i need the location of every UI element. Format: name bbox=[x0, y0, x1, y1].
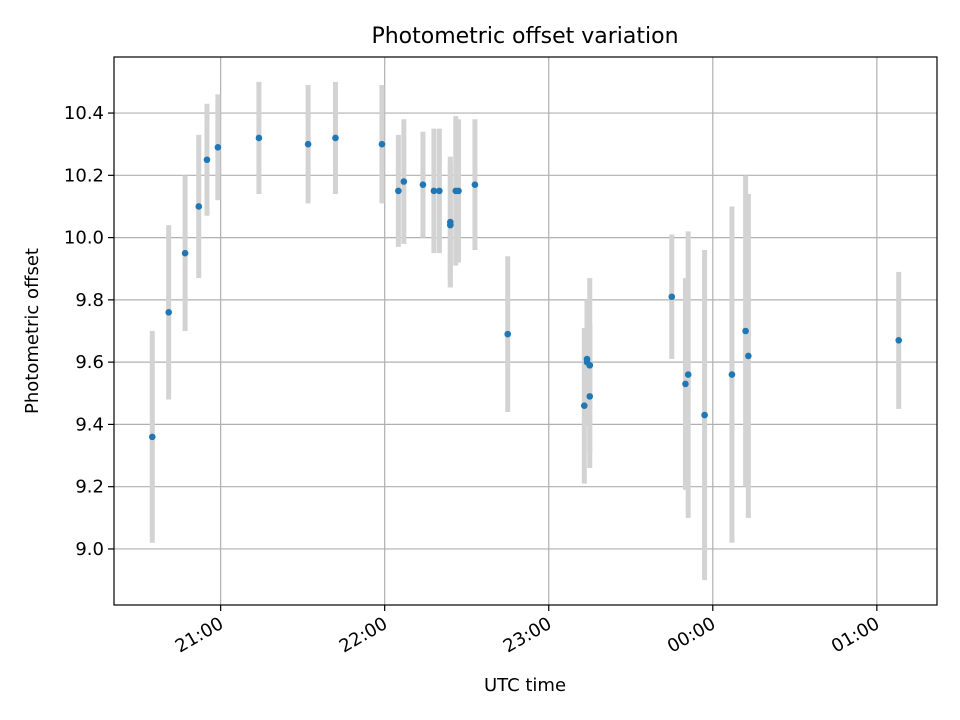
data-point bbox=[684, 371, 692, 378]
y-tick-label: 9.6 bbox=[75, 352, 104, 373]
data-point bbox=[745, 352, 752, 360]
x-axis-label: UTC time bbox=[484, 675, 566, 696]
y-tick-label: 9.8 bbox=[75, 290, 104, 311]
data-point bbox=[895, 337, 903, 344]
data-point bbox=[580, 402, 588, 410]
grid bbox=[114, 57, 937, 605]
data-point bbox=[400, 178, 408, 185]
plot-frame bbox=[113, 56, 938, 606]
y-tick-label: 10.0 bbox=[64, 228, 104, 249]
data-point bbox=[742, 327, 749, 335]
data-point bbox=[195, 203, 203, 210]
data-point bbox=[586, 393, 594, 400]
data-point bbox=[471, 181, 479, 188]
data-point bbox=[586, 361, 594, 369]
data-point bbox=[436, 187, 443, 195]
y-tick-label: 9.2 bbox=[75, 477, 104, 498]
y-tick-label: 10.2 bbox=[64, 165, 104, 186]
data-point bbox=[165, 309, 172, 316]
data-point bbox=[332, 134, 339, 142]
y-tick-label: 10.4 bbox=[64, 103, 104, 124]
y-axis-ticks: 9.0 9.2 9.4 9.6 9.8 10.0 10.2 10.4 bbox=[64, 103, 114, 560]
data-point bbox=[728, 371, 736, 378]
data-point bbox=[181, 249, 189, 257]
data-points bbox=[148, 134, 903, 441]
data-point bbox=[148, 433, 156, 441]
data-point bbox=[668, 293, 676, 301]
chart-title: Photometric offset variation bbox=[371, 24, 678, 49]
data-point bbox=[214, 143, 222, 151]
data-point bbox=[504, 330, 512, 338]
data-point bbox=[378, 140, 386, 148]
y-axis-label: Photometric offset bbox=[22, 248, 43, 414]
data-point bbox=[304, 140, 312, 148]
data-point bbox=[395, 187, 402, 195]
data-point bbox=[447, 218, 454, 226]
y-tick-label: 9.0 bbox=[75, 539, 104, 560]
data-point bbox=[701, 411, 708, 419]
data-point bbox=[682, 380, 689, 388]
data-point bbox=[430, 187, 438, 195]
data-point bbox=[455, 187, 462, 195]
y-tick-label: 9.4 bbox=[75, 414, 104, 435]
data-point bbox=[419, 181, 427, 188]
data-point bbox=[203, 156, 211, 164]
data-point bbox=[255, 134, 263, 142]
